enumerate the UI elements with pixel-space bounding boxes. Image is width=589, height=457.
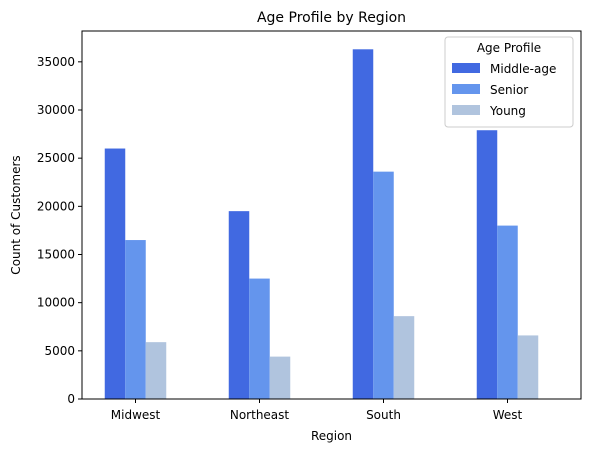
x-tick-label: Midwest: [111, 408, 161, 422]
chart-title: Age Profile by Region: [257, 10, 406, 26]
legend-box: [444, 36, 574, 128]
x-axis-label: Region: [311, 429, 352, 443]
bar-south-middle-age: [352, 49, 374, 400]
legend-items: Middle-age Senior Young: [452, 62, 556, 118]
bar-midwest-young: [145, 342, 167, 399]
x-tick-label: South: [366, 408, 401, 422]
bar-west-senior: [497, 225, 518, 399]
legend: Age Profile Middle-age Senior Young: [444, 36, 574, 128]
legend-swatch-young: [452, 105, 480, 115]
bar-northeast-middle-age: [228, 211, 250, 399]
bar-midwest-middle-age: [104, 148, 126, 399]
y-axis-label: Count of Customers: [9, 155, 23, 274]
y-tick-label: 5000: [44, 344, 75, 358]
x-tick-label: West: [493, 408, 523, 422]
legend-swatch-senior: [452, 84, 480, 94]
legend-title: Age Profile: [477, 41, 541, 55]
bar-west-middle-age: [476, 130, 498, 400]
bar-northeast-young: [269, 356, 291, 399]
legend-label-young: Young: [489, 104, 526, 118]
legend-swatch-middle-age: [452, 63, 480, 73]
bar-northeast-senior: [249, 278, 270, 399]
x-axis: Midwest Northeast South West: [111, 399, 523, 422]
y-tick-label: 30000: [37, 103, 75, 117]
y-tick-label: 10000: [37, 296, 75, 310]
y-tick-label: 15000: [37, 247, 75, 261]
plot-frame: [81, 30, 582, 400]
bar-south-senior: [373, 171, 394, 399]
y-tick-label: 20000: [37, 199, 75, 213]
y-tick-label: 25000: [37, 151, 75, 165]
legend-label-middle-age: Middle-age: [490, 62, 556, 76]
bar-midwest-senior: [125, 240, 146, 399]
bar-south-young: [393, 316, 415, 399]
y-tick-label: 0: [67, 392, 75, 406]
y-axis: 0 5000 10000 15000 20000 25000 30000 35000: [37, 55, 82, 406]
y-tick-label: 35000: [37, 55, 75, 69]
bars-layer: [104, 49, 539, 400]
legend-label-senior: Senior: [490, 83, 528, 97]
bar-west-young: [517, 335, 539, 399]
x-tick-label: Northeast: [230, 408, 290, 422]
